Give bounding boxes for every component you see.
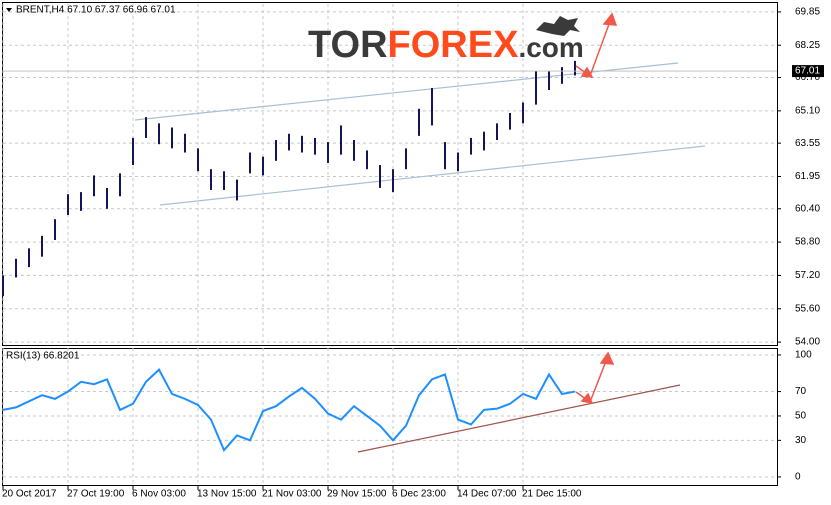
forecast-arrows (575, 12, 618, 405)
y-tick-label: 57.20 (795, 270, 820, 281)
x-tick-label: 20 Oct 2017 (2, 489, 57, 500)
grid-layer (2, 4, 777, 485)
y-tick-label: 60.40 (795, 203, 820, 214)
rsi-trend-line (357, 384, 681, 453)
y-tick-label: 54.00 (795, 337, 820, 348)
rsi-title: RSI(13) 66.8201 (6, 351, 80, 362)
y-tick-label: 69.85 (795, 7, 820, 18)
y-tick-label: 65.10 (795, 106, 820, 117)
x-tick-label: 29 Nov 15:00 (327, 489, 387, 500)
chart-title: BRENT,H4 67.10 67.37 66.96 67.01 (16, 5, 176, 16)
logo-part: TOR (308, 24, 388, 66)
arrow-head (580, 66, 594, 78)
arrow-head (602, 12, 618, 26)
logo-bull (536, 16, 580, 36)
rsi-panel (2, 348, 778, 486)
last-price-label: 67.01 (795, 66, 820, 77)
x-tick-label: 13 Nov 15:00 (197, 489, 257, 500)
arrow-head (599, 351, 615, 365)
y-tick-label: 63.55 (795, 138, 820, 149)
channel-lower (159, 145, 706, 206)
y-tick-label: 0 (795, 472, 801, 483)
y-tick-label: 66.70 (795, 72, 820, 83)
y-tick-label: 30 (795, 435, 807, 446)
y-tick-label: 55.60 (795, 303, 820, 314)
x-tick-label: 21 Dec 15:00 (522, 489, 582, 500)
arrow-head (580, 392, 594, 405)
channel-upper (134, 62, 679, 121)
menu-arrow (6, 8, 12, 12)
x-tick-label: 14 Dec 07:00 (457, 489, 517, 500)
x-tick-label: 27 Oct 19:00 (67, 489, 125, 500)
x-tick-label: 6 Dec 23:00 (392, 489, 446, 500)
marks: 69.85 68.25 66.70 65.10 63.55 61.95 60.40 58.80… (2, 7, 824, 500)
logo-part: FOREX (388, 24, 520, 66)
y-tick-label: 100 (795, 350, 812, 361)
y-tick-label: 58.80 (795, 237, 820, 248)
y-tick-label: 61.95 (795, 171, 820, 182)
x-tick-label: 6 Nov 03:00 (132, 489, 186, 500)
y-tick-label: 70 (795, 386, 807, 397)
logo-part: .com (518, 32, 583, 63)
rsi-line (2, 367, 576, 452)
last-price-box (792, 65, 824, 78)
x-tick-label: 21 Nov 03:00 (262, 489, 322, 500)
y-tick-label: 68.25 (795, 40, 820, 51)
y-tick-label: 50 (795, 411, 807, 422)
logo: TORFOREX.com (308, 24, 584, 66)
